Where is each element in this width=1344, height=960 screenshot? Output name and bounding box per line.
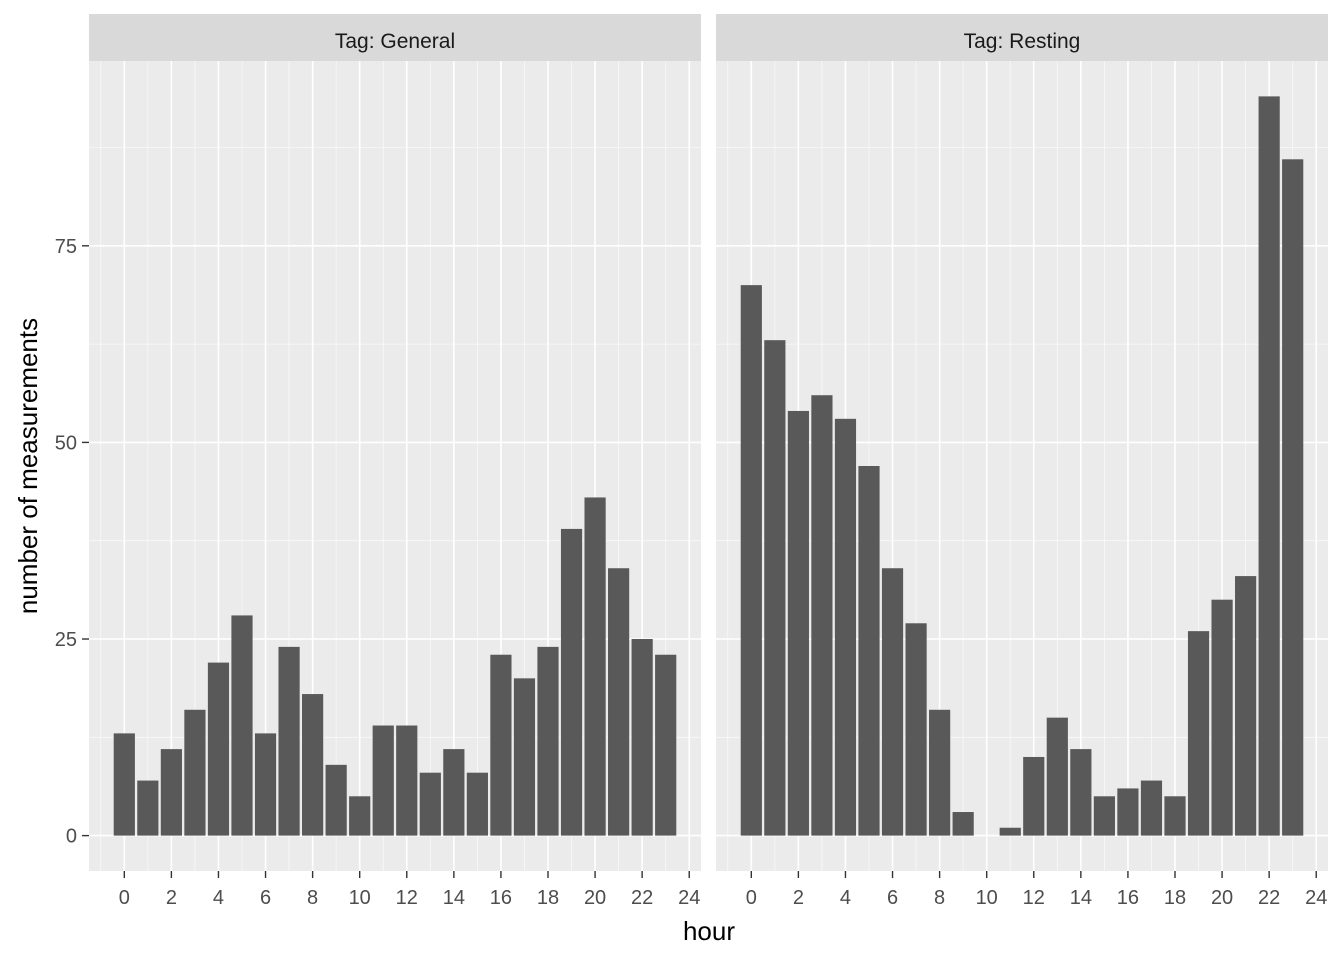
x-tick-label: 8 bbox=[934, 887, 945, 909]
bar bbox=[764, 340, 786, 836]
bar bbox=[1023, 756, 1045, 836]
bar bbox=[834, 418, 857, 836]
bar bbox=[1282, 159, 1304, 836]
x-tick-label: 6 bbox=[887, 887, 898, 909]
x-tick-label: 12 bbox=[396, 887, 418, 909]
bar bbox=[1070, 749, 1092, 836]
bar bbox=[254, 733, 277, 836]
facet-label: Tag: Resting bbox=[964, 30, 1081, 53]
bar bbox=[349, 796, 371, 836]
bar bbox=[1187, 631, 1210, 836]
bar bbox=[787, 410, 809, 836]
x-tick-label: 2 bbox=[166, 887, 177, 909]
x-tick-label: 14 bbox=[1070, 887, 1092, 909]
bar bbox=[1235, 576, 1257, 836]
x-tick-label: 0 bbox=[119, 887, 130, 909]
bar bbox=[466, 772, 488, 836]
facet-strip bbox=[89, 14, 701, 61]
bar bbox=[655, 654, 677, 836]
bar bbox=[999, 827, 1021, 836]
bar bbox=[372, 725, 394, 836]
bar bbox=[1046, 717, 1068, 836]
bar bbox=[1258, 96, 1280, 836]
bar bbox=[811, 395, 833, 836]
bar bbox=[302, 694, 324, 836]
bar bbox=[325, 764, 347, 836]
bar bbox=[1211, 599, 1233, 836]
bar bbox=[231, 615, 253, 836]
y-tick-label: 50 bbox=[55, 432, 77, 454]
x-tick-label: 10 bbox=[976, 887, 998, 909]
x-tick-label: 24 bbox=[678, 887, 700, 909]
bar bbox=[537, 646, 559, 836]
y-tick-label: 0 bbox=[66, 826, 77, 848]
x-axis-title: hour bbox=[683, 916, 735, 946]
x-tick-label: 20 bbox=[584, 887, 606, 909]
bar bbox=[1140, 780, 1163, 836]
bar bbox=[443, 749, 465, 836]
bar bbox=[513, 678, 536, 836]
x-tick-label: 16 bbox=[490, 887, 512, 909]
bar bbox=[137, 780, 159, 836]
facet-label: Tag: General bbox=[335, 30, 455, 53]
x-tick-label: 14 bbox=[443, 887, 465, 909]
bar bbox=[881, 568, 904, 836]
bar bbox=[584, 497, 606, 836]
x-tick-label: 18 bbox=[1164, 887, 1186, 909]
x-tick-label: 22 bbox=[1258, 887, 1280, 909]
bar bbox=[1117, 788, 1139, 836]
bar bbox=[858, 466, 880, 836]
x-tick-label: 12 bbox=[1023, 887, 1045, 909]
bar bbox=[113, 733, 135, 836]
x-tick-label: 4 bbox=[840, 887, 851, 909]
y-axis: 0 25 50 75 bbox=[55, 236, 89, 848]
bar bbox=[608, 568, 630, 836]
bar bbox=[490, 654, 512, 836]
bar bbox=[1164, 796, 1186, 836]
bar bbox=[207, 662, 230, 836]
bar bbox=[631, 639, 653, 836]
bar bbox=[905, 623, 927, 836]
x-tick-label: 24 bbox=[1305, 887, 1327, 909]
bar bbox=[1093, 796, 1115, 836]
y-tick-label: 75 bbox=[55, 236, 77, 258]
x-tick-label: 22 bbox=[631, 887, 653, 909]
bar bbox=[740, 285, 762, 836]
x-tick-label: 10 bbox=[349, 887, 371, 909]
bar bbox=[929, 709, 951, 836]
facet-strip bbox=[716, 14, 1328, 61]
x-tick-label: 4 bbox=[213, 887, 224, 909]
x-tick-label: 2 bbox=[793, 887, 804, 909]
bar bbox=[184, 709, 206, 836]
y-tick-label: 25 bbox=[55, 629, 77, 651]
bar bbox=[560, 528, 583, 836]
x-tick-label: 0 bbox=[746, 887, 757, 909]
x-tick-label: 16 bbox=[1117, 887, 1139, 909]
x-tick-label: 6 bbox=[260, 887, 271, 909]
x-tick-label: 8 bbox=[307, 887, 318, 909]
bar bbox=[396, 725, 418, 836]
bar bbox=[278, 646, 300, 836]
bar bbox=[952, 812, 974, 836]
bar bbox=[160, 749, 182, 836]
y-axis-title: number of measurements bbox=[13, 318, 43, 614]
bar bbox=[419, 772, 441, 836]
x-tick-label: 18 bbox=[537, 887, 559, 909]
x-tick-label: 20 bbox=[1211, 887, 1233, 909]
